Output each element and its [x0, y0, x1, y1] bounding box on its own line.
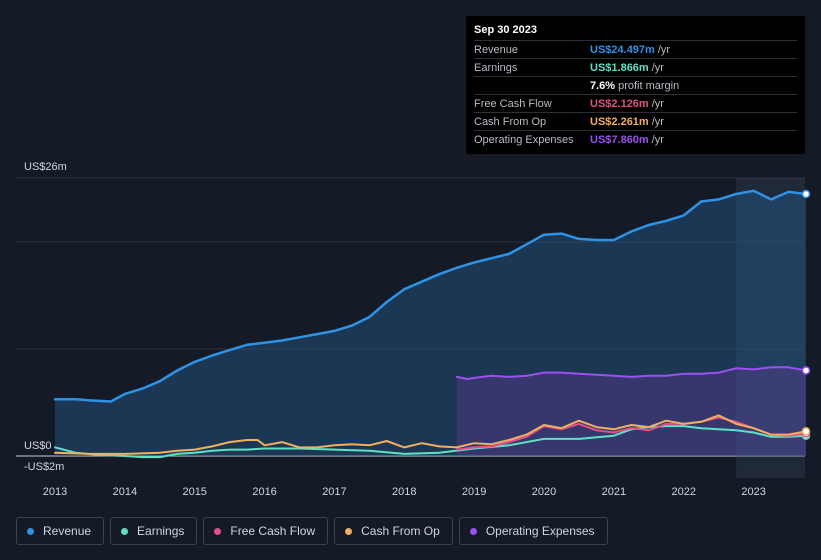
tooltip-row-unit: /yr [651, 115, 664, 128]
legend-item-cash-from-op[interactable]: Cash From Op [334, 517, 453, 545]
y-axis-zero-label: US$0 [24, 440, 52, 452]
x-tick-label: 2014 [113, 486, 137, 498]
tooltip-row-unit: /yr [651, 133, 664, 146]
tooltip-row-value: 7.6% [590, 79, 616, 92]
tooltip-row-unit: /yr [651, 97, 664, 110]
x-tick-label: 2017 [322, 486, 346, 498]
area-operating-expenses [456, 367, 806, 456]
tooltip-row-value: US$2.126m [590, 97, 649, 110]
legend-dot-icon [345, 527, 353, 535]
forecast-highlight-band [736, 178, 805, 478]
legend-label: Free Cash Flow [230, 524, 316, 538]
marker-revenue [801, 189, 811, 199]
x-tick-label: 2023 [741, 486, 765, 498]
tooltip-row-label: Operating Expenses [474, 133, 574, 146]
tooltip-row-value: US$7.860m [590, 133, 649, 146]
end-markers [801, 189, 811, 440]
tooltip-row: Free Cash Flow US$2.126m/yr [474, 94, 797, 112]
chart-legend: Revenue Earnings Free Cash Flow Cash From O… [16, 517, 608, 545]
line-earnings [54, 425, 807, 459]
tooltip-rows: Revenue US$24.497m/yr Earnings US$1.866m/yr… [474, 40, 797, 148]
tooltip-row-value: US$1.866m [590, 61, 649, 74]
x-tick-label: 2021 [602, 486, 626, 498]
x-tick-label: 2018 [392, 486, 416, 498]
x-tick-label: 2022 [671, 486, 695, 498]
line-operating-expenses [455, 366, 807, 380]
area-fills [54, 190, 806, 457]
legend-item-revenue[interactable]: Revenue [16, 517, 105, 545]
tooltip-row-unit: profit margin [618, 79, 680, 92]
tooltip-row-label: Earnings [474, 61, 518, 74]
grid-lines [16, 177, 805, 457]
x-tick-label: 2020 [532, 486, 556, 498]
x-tick-label: 2015 [182, 486, 206, 498]
tooltip-row-label: Cash From Op [474, 115, 547, 128]
legend-item-free-cash-flow[interactable]: Free Cash Flow [203, 517, 329, 545]
legend-label: Cash From Op [361, 524, 440, 538]
legend-label: Operating Expenses [485, 524, 595, 538]
tooltip-row: Operating Expenses US$7.860m/yr [474, 130, 797, 148]
area-revenue [54, 190, 806, 457]
tooltip-row-label: Revenue [474, 43, 519, 56]
tooltip-row-unit: /yr [657, 43, 671, 56]
legend-item-earnings[interactable]: Earnings [110, 517, 198, 545]
tooltip-row: Revenue US$24.497m/yr [474, 40, 797, 58]
data-tooltip: Sep 30 2023 Revenue US$24.497m/yr Earnings… [466, 16, 805, 154]
tooltip-row: Cash From Op US$2.261m/yr [474, 112, 797, 130]
y-axis-top-label: US$26m [24, 161, 67, 173]
x-tick-label: 2013 [43, 486, 67, 498]
x-tick-label: 2016 [252, 486, 276, 498]
line-cash-from-op [54, 414, 807, 455]
line-revenue [53, 189, 808, 403]
tooltip-row: 7.6% profit margin [474, 76, 797, 94]
y-axis-bottom-label: -US$2m [24, 461, 64, 473]
tooltip-row-label: Free Cash Flow [474, 97, 552, 110]
legend-item-operating-expenses[interactable]: Operating Expenses [458, 517, 608, 545]
x-axis-ticks: 2013 2014 2015 2016 2017 2018 2019 2020 2021 2022… [43, 486, 766, 498]
legend-dot-icon [121, 527, 129, 535]
tooltip-row-unit: /yr [651, 61, 664, 74]
marker-operating-expenses [801, 366, 811, 375]
tooltip-row: Earnings US$1.866m/yr [474, 58, 797, 76]
legend-dot-icon [469, 527, 477, 535]
legend-label: Revenue [43, 524, 92, 538]
tooltip-date: Sep 30 2023 [474, 24, 537, 36]
legend-dot-icon [214, 527, 222, 535]
legend-dot-icon [27, 527, 34, 535]
x-tick-label: 2019 [462, 486, 486, 498]
legend-label: Earnings [137, 524, 185, 538]
series-lines [53, 189, 808, 459]
tooltip-row-value: US$2.261m [590, 115, 649, 128]
marker-cash-from-op [801, 427, 811, 436]
tooltip-row-value: US$24.497m [590, 43, 655, 56]
